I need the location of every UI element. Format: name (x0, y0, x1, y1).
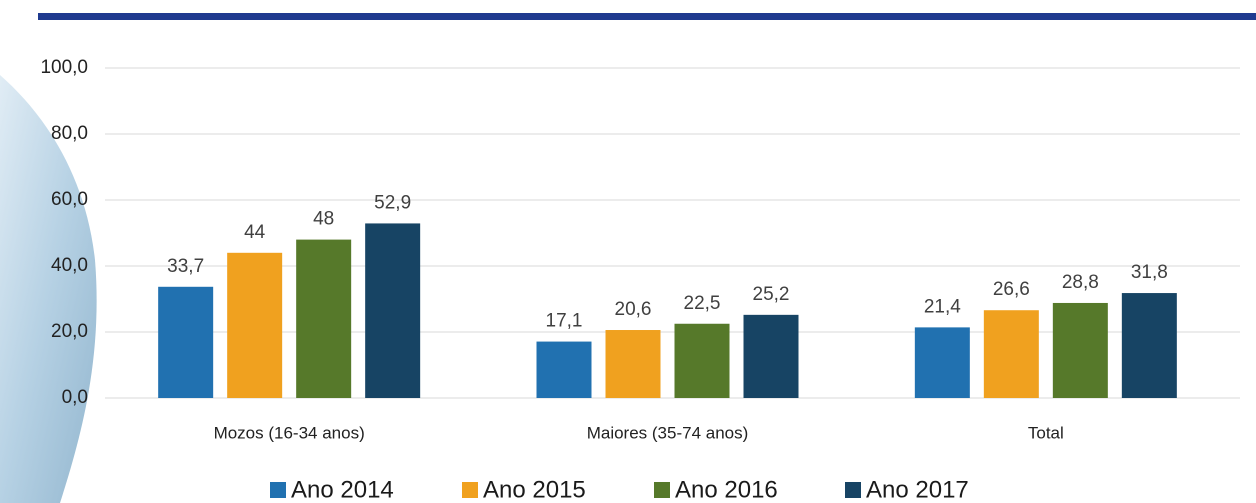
legend-label: Ano 2016 (675, 476, 778, 503)
bar (365, 223, 420, 398)
bar (744, 315, 799, 398)
legend-swatch (270, 482, 286, 498)
value-label: 28,8 (1062, 272, 1099, 293)
value-label: 25,2 (753, 284, 790, 305)
x-tick-label: Mozos (16-34 anos) (214, 423, 365, 442)
legend-label: Ano 2015 (483, 476, 586, 503)
bar (984, 310, 1039, 398)
bar (915, 327, 970, 398)
y-tick-label: 60,0 (51, 189, 88, 210)
value-label: 33,7 (167, 256, 204, 277)
chart: 0,0 20,0 40,0 60,0 80,0 100,0 Mozos (16-34 ano… (0, 0, 1256, 503)
legend-swatch (654, 482, 670, 498)
value-label: 48 (313, 209, 334, 230)
legend-label: Ano 2017 (866, 476, 969, 503)
bar (537, 342, 592, 398)
value-label: 26,6 (993, 279, 1030, 300)
y-tick-label: 40,0 (51, 255, 88, 276)
value-label: 21,4 (924, 296, 961, 317)
y-tick-label: 100,0 (40, 57, 88, 78)
value-label: 17,1 (546, 311, 583, 332)
bar (1053, 303, 1108, 398)
value-label: 22,5 (684, 293, 721, 314)
y-tick-label: 20,0 (51, 321, 88, 342)
y-tick-label: 80,0 (51, 123, 88, 144)
value-label: 31,8 (1131, 262, 1168, 283)
y-tick-label: 0,0 (62, 387, 88, 408)
bar (1122, 293, 1177, 398)
legend-swatch (462, 482, 478, 498)
header-bar (38, 13, 1256, 20)
bar (227, 253, 282, 398)
bar (606, 330, 661, 398)
bar (158, 287, 213, 398)
bar (296, 240, 351, 398)
legend-label: Ano 2014 (291, 476, 394, 503)
value-label: 44 (244, 222, 266, 243)
legend-swatch (845, 482, 861, 498)
x-tick-label: Maiores (35-74 anos) (587, 423, 749, 442)
bar (675, 324, 730, 398)
x-tick-label: Total (1028, 423, 1064, 442)
value-label: 20,6 (615, 299, 652, 320)
value-label: 52,9 (374, 192, 411, 213)
